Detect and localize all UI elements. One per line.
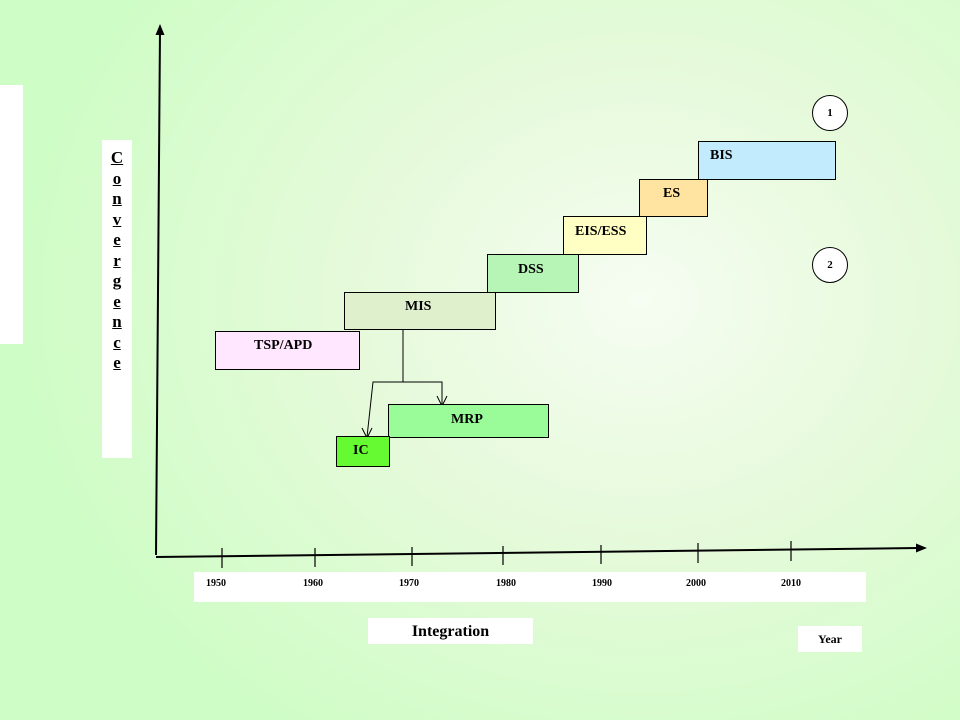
stage-tsp-apd-box: TSP/APD bbox=[215, 331, 360, 370]
year-label: 2010 bbox=[781, 578, 801, 589]
stage-label: TSP/APD bbox=[254, 338, 313, 353]
stage-mis-box: MIS bbox=[344, 292, 496, 330]
y-axis-letter: o bbox=[112, 168, 122, 188]
y-axis-letter: C bbox=[110, 148, 124, 167]
ic-connector bbox=[366, 381, 403, 438]
stage-dss-box: DSS bbox=[487, 254, 579, 293]
x-axis-line bbox=[155, 547, 919, 558]
marker-1-circle: 1 bbox=[812, 95, 848, 131]
y-axis-letter: n bbox=[112, 189, 122, 208]
mis-split-connector bbox=[402, 330, 443, 405]
y-axis-letter: n bbox=[112, 312, 122, 331]
y-axis-arrowhead bbox=[155, 24, 165, 35]
y-axis-letter: c bbox=[113, 332, 121, 352]
stage-label: MRP bbox=[451, 412, 483, 427]
stage-ic-box: IC bbox=[336, 436, 390, 467]
year-label: 1990 bbox=[592, 578, 612, 589]
stage-label: EIS/ESS bbox=[575, 224, 627, 239]
stage-label: MIS bbox=[405, 299, 432, 314]
stage-label: IC bbox=[353, 443, 369, 458]
year-labels-strip bbox=[194, 572, 866, 602]
stage-label: DSS bbox=[518, 262, 544, 277]
y-axis-letter: g bbox=[112, 271, 122, 290]
marker-2-circle: 2 bbox=[812, 247, 848, 283]
stage-mrp-box: MRP bbox=[388, 404, 549, 438]
y-axis-letter: v bbox=[112, 209, 122, 229]
x-axis-unit: Year bbox=[798, 626, 862, 652]
year-label: 1950 bbox=[206, 578, 226, 589]
y-axis-letter: e bbox=[113, 291, 121, 311]
y-axis-letter: r bbox=[113, 250, 121, 270]
year-label: 1960 bbox=[303, 578, 323, 589]
stage-es-box: ES bbox=[639, 179, 708, 217]
x-axis-arrowhead bbox=[916, 543, 927, 553]
year-label: 2000 bbox=[686, 578, 706, 589]
stage-label: BIS bbox=[710, 148, 733, 163]
y-axis-label: C o n v e r g e n c e bbox=[102, 140, 132, 458]
y-axis-letter: e bbox=[113, 353, 121, 372]
y-axis-line bbox=[155, 29, 161, 556]
year-label: 1980 bbox=[496, 578, 516, 589]
side-panel bbox=[0, 85, 23, 344]
stage-eis-ess-box: EIS/ESS bbox=[563, 216, 647, 255]
year-label: 1970 bbox=[399, 578, 419, 589]
stage-label: ES bbox=[663, 186, 681, 201]
x-axis-title: Integration bbox=[368, 618, 533, 644]
y-axis-letter: e bbox=[113, 230, 121, 249]
stage-bis-box: BIS bbox=[698, 141, 836, 180]
